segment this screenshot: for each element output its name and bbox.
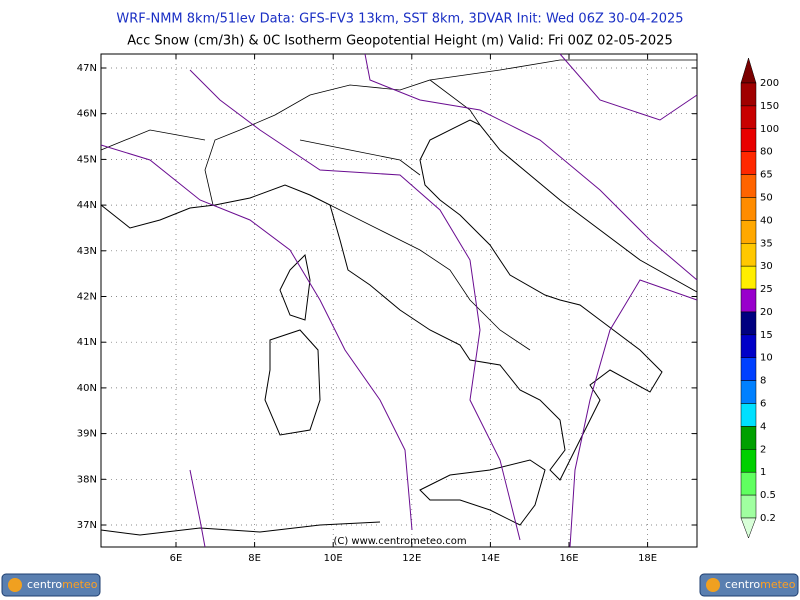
colorbar-segment <box>740 243 757 267</box>
lat-label: 37N <box>77 520 97 531</box>
lat-label: 46N <box>77 109 97 120</box>
logo-text: centrometeo <box>27 578 98 591</box>
colorbar-segment <box>740 334 757 358</box>
lon-label: 16E <box>559 553 578 564</box>
colorbar-label: 1 <box>760 467 766 478</box>
logo-text: centrometeo <box>725 578 796 591</box>
logo-right: centrometeo <box>699 573 799 597</box>
credit: (C) www.centrometeo.com <box>333 536 466 547</box>
logo-box <box>699 573 799 597</box>
lat-label: 40N <box>77 383 97 394</box>
lat-label: 47N <box>77 63 97 74</box>
colorbar-label: 80 <box>760 147 773 158</box>
colorbar-segment <box>740 311 757 336</box>
header-line1: WRF-NMM 8km/51lev Data: GFS-FV3 13km, SS… <box>116 12 683 27</box>
isotherm-contours <box>100 53 698 548</box>
colorbar-label: 2 <box>760 444 766 455</box>
colorbar-label: 200 <box>760 78 779 89</box>
coastlines <box>100 59 698 536</box>
colorbar-label: 30 <box>760 261 773 272</box>
lon-label: 6E <box>170 553 183 564</box>
lat-label: 39N <box>77 429 97 440</box>
colorbar-label: 10 <box>760 353 773 364</box>
colorbar-segment <box>740 471 757 496</box>
colorbar-label: 6 <box>760 399 766 410</box>
colorbar-label: 40 <box>760 215 773 226</box>
colorbar-segment <box>740 426 757 450</box>
logo-part: meteo <box>760 578 796 591</box>
colorbar-segment <box>740 82 757 107</box>
logo-box <box>1 573 101 597</box>
colorbar-segment <box>740 403 757 427</box>
lat-label: 44N <box>77 200 97 211</box>
graticule <box>101 54 697 547</box>
colorbar-label: 100 <box>760 124 779 135</box>
colorbar-segment <box>740 128 757 152</box>
lon-label: 8E <box>248 553 261 564</box>
colorbar-segment <box>740 197 757 221</box>
colorbar-label: 15 <box>760 330 773 341</box>
colorbar-label: 150 <box>760 101 779 112</box>
colorbar-segment <box>740 380 757 404</box>
colorbar-label: 20 <box>760 307 773 318</box>
colorbar-label: 0.2 <box>760 513 776 524</box>
colorbar-segment <box>740 357 757 381</box>
colorbar-segment <box>740 449 757 473</box>
colorbar-segment <box>740 174 757 198</box>
logo-left: centrometeo <box>1 573 101 597</box>
logo-icon <box>8 578 22 592</box>
logo-part: centro <box>27 578 62 591</box>
header-line2: Acc Snow (cm/3h) & 0C Isotherm Geopotent… <box>127 34 672 49</box>
colorbar-label: 50 <box>760 192 773 203</box>
colorbar-label: 35 <box>760 238 773 249</box>
colorbar-segment <box>740 265 757 290</box>
lat-label: 43N <box>77 246 97 257</box>
colorbar-segment <box>740 151 757 175</box>
colorbar: 200 150 100 80 65 50 40 35 30 25 20 15 10 8 6 4 2 1 0.5 0.2 <box>740 57 779 539</box>
colorbar-segment <box>740 494 757 519</box>
lon-label: 12E <box>402 553 421 564</box>
map-frame <box>100 53 698 548</box>
lon-label: 10E <box>324 553 343 564</box>
colorbar-label: 8 <box>760 376 766 387</box>
lat-label: 41N <box>77 337 97 348</box>
logo-part: meteo <box>62 578 98 591</box>
colorbar-segment <box>740 220 757 244</box>
colorbar-cap <box>740 57 757 84</box>
logo-icon <box>706 578 720 592</box>
colorbar-label: 4 <box>760 421 766 432</box>
colorbar-segment <box>740 105 757 130</box>
colorbar-label: 0.5 <box>760 490 776 501</box>
lon-label: 14E <box>481 553 500 564</box>
colorbar-label: 25 <box>760 284 773 295</box>
lat-label: 45N <box>77 154 97 165</box>
colorbar-cap <box>740 517 757 539</box>
lat-label: 42N <box>77 292 97 303</box>
colorbar-segment <box>740 288 757 313</box>
logo-part: centro <box>725 578 760 591</box>
lon-label: 18E <box>638 553 657 564</box>
lat-label: 38N <box>77 474 97 485</box>
colorbar-label: 65 <box>760 170 773 181</box>
